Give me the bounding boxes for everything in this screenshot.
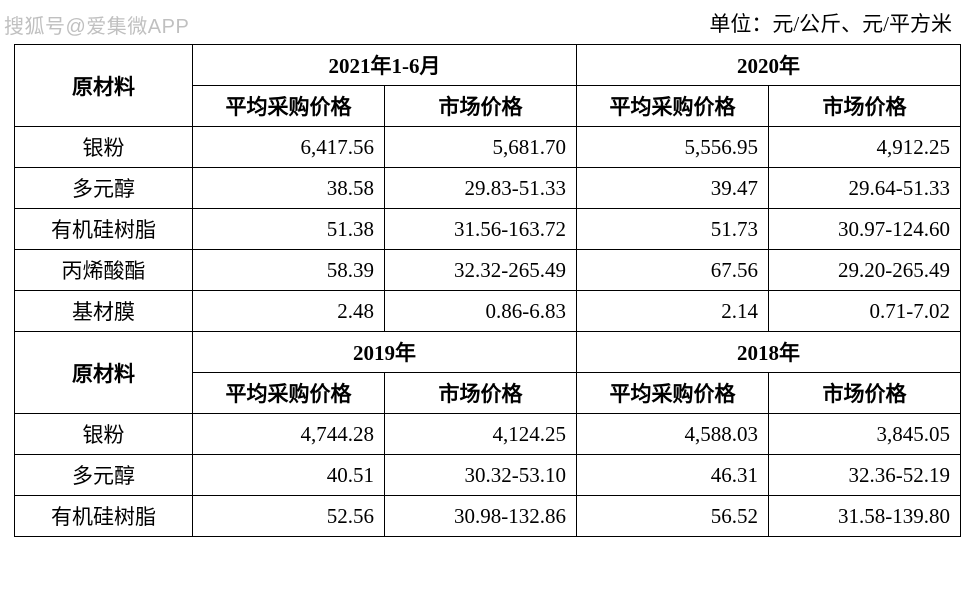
cell: 46.31	[577, 455, 769, 496]
cell: 29.20-265.49	[769, 250, 961, 291]
material-header: 原材料	[15, 45, 193, 127]
table-header-row: 原材料 2019年 2018年	[15, 332, 961, 373]
market-price-header: 市场价格	[769, 373, 961, 414]
avg-price-header: 平均采购价格	[193, 86, 385, 127]
cell: 5,556.95	[577, 127, 769, 168]
unit-text: 单位：元/公斤、元/平方米	[14, 8, 960, 38]
cell: 39.47	[577, 168, 769, 209]
material-name: 基材膜	[15, 291, 193, 332]
table-row: 银粉 6,417.56 5,681.70 5,556.95 4,912.25	[15, 127, 961, 168]
cell: 4,744.28	[193, 414, 385, 455]
market-price-header: 市场价格	[385, 86, 577, 127]
material-name: 银粉	[15, 414, 193, 455]
market-price-header: 市场价格	[769, 86, 961, 127]
table-row: 有机硅树脂 51.38 31.56-163.72 51.73 30.97-124…	[15, 209, 961, 250]
cell: 30.97-124.60	[769, 209, 961, 250]
year-header-2020: 2020年	[577, 45, 961, 86]
cell: 2.48	[193, 291, 385, 332]
cell: 29.83-51.33	[385, 168, 577, 209]
cell: 29.64-51.33	[769, 168, 961, 209]
cell: 32.32-265.49	[385, 250, 577, 291]
table-row: 多元醇 38.58 29.83-51.33 39.47 29.64-51.33	[15, 168, 961, 209]
table-row: 银粉 4,744.28 4,124.25 4,588.03 3,845.05	[15, 414, 961, 455]
cell: 38.58	[193, 168, 385, 209]
cell: 32.36-52.19	[769, 455, 961, 496]
table-row: 有机硅树脂 52.56 30.98-132.86 56.52 31.58-139…	[15, 496, 961, 537]
cell: 5,681.70	[385, 127, 577, 168]
material-header: 原材料	[15, 332, 193, 414]
cell: 0.71-7.02	[769, 291, 961, 332]
market-price-header: 市场价格	[385, 373, 577, 414]
cell: 31.58-139.80	[769, 496, 961, 537]
cell: 2.14	[577, 291, 769, 332]
avg-price-header: 平均采购价格	[577, 86, 769, 127]
material-name: 多元醇	[15, 455, 193, 496]
avg-price-header: 平均采购价格	[577, 373, 769, 414]
cell: 51.38	[193, 209, 385, 250]
materials-table: 原材料 2021年1-6月 2020年 平均采购价格 市场价格 平均采购价格 市…	[14, 44, 961, 537]
material-name: 银粉	[15, 127, 193, 168]
year-header-2021: 2021年1-6月	[193, 45, 577, 86]
cell: 67.56	[577, 250, 769, 291]
cell: 30.98-132.86	[385, 496, 577, 537]
cell: 4,124.25	[385, 414, 577, 455]
cell: 58.39	[193, 250, 385, 291]
cell: 3,845.05	[769, 414, 961, 455]
material-name: 丙烯酸酯	[15, 250, 193, 291]
cell: 4,912.25	[769, 127, 961, 168]
cell: 30.32-53.10	[385, 455, 577, 496]
cell: 51.73	[577, 209, 769, 250]
material-name: 多元醇	[15, 168, 193, 209]
table-header-row: 原材料 2021年1-6月 2020年	[15, 45, 961, 86]
cell: 4,588.03	[577, 414, 769, 455]
table-row: 多元醇 40.51 30.32-53.10 46.31 32.36-52.19	[15, 455, 961, 496]
cell: 40.51	[193, 455, 385, 496]
material-name: 有机硅树脂	[15, 209, 193, 250]
cell: 52.56	[193, 496, 385, 537]
year-header-2019: 2019年	[193, 332, 577, 373]
cell: 31.56-163.72	[385, 209, 577, 250]
cell: 0.86-6.83	[385, 291, 577, 332]
table-row: 基材膜 2.48 0.86-6.83 2.14 0.71-7.02	[15, 291, 961, 332]
year-header-2018: 2018年	[577, 332, 961, 373]
avg-price-header: 平均采购价格	[193, 373, 385, 414]
cell: 56.52	[577, 496, 769, 537]
table-row: 丙烯酸酯 58.39 32.32-265.49 67.56 29.20-265.…	[15, 250, 961, 291]
material-name: 有机硅树脂	[15, 496, 193, 537]
cell: 6,417.56	[193, 127, 385, 168]
